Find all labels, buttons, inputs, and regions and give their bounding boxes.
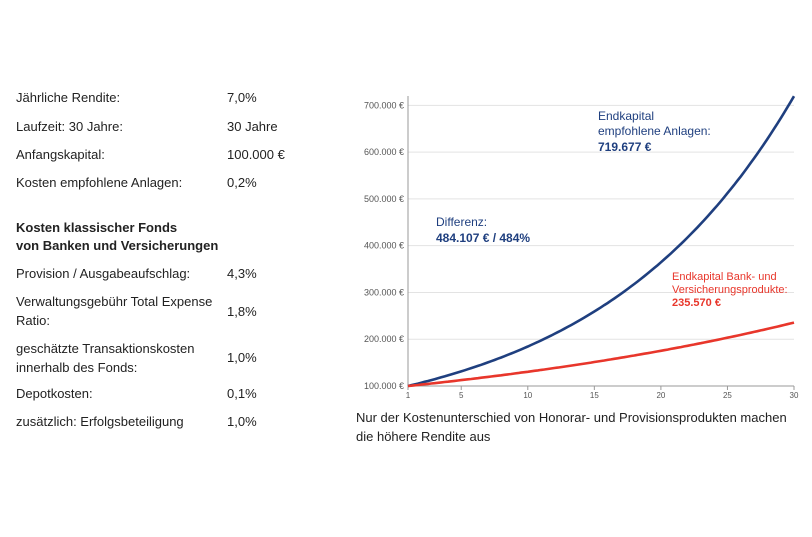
table-label: geschätzte Transaktionskosten innerhalb … [16, 341, 195, 375]
x-tick-label: 1 [406, 391, 411, 400]
table-label: Provision / Ausgabeaufschlag: [16, 266, 191, 281]
x-tick-label: 10 [523, 391, 532, 400]
table-label: Depotkosten: [16, 386, 93, 401]
table-label: zusätzlich: Erfolgsbeteiligung [16, 414, 184, 429]
y-tick-label: 100.000 € [364, 381, 404, 391]
table-value: 1,0% [227, 414, 257, 429]
table-value: 4,3% [227, 266, 257, 281]
x-tick-label: 25 [723, 391, 732, 400]
y-tick-label: 600.000 € [364, 147, 404, 157]
table-value: 0,1% [227, 386, 257, 401]
table-value: 1,0% [227, 350, 257, 365]
table-value: 100.000 € [227, 147, 285, 162]
caption-line: Nur der Kostenunterschied von Honorar- u… [356, 410, 787, 425]
y-tick-label: 400.000 € [364, 241, 404, 251]
x-tick-label: 5 [459, 391, 464, 400]
caption-line: die höhere Rendite aus [356, 429, 491, 444]
table-value: 7,0% [227, 90, 257, 105]
section-heading: von Banken und Versicherungen [16, 238, 219, 253]
bank-endkapital-value: 235.570 € [672, 297, 721, 309]
capital-growth-chart: 100.000 € 200.000 € 300.000 € 400.000 € 500.… [364, 95, 799, 400]
y-tick-label: 300.000 € [364, 287, 404, 297]
endkapital-label: empfohlene Anlagen: [598, 124, 711, 138]
y-tick-label: 700.000 € [364, 100, 404, 110]
table-value: 0,2% [227, 175, 257, 190]
table-label: Anfangskapital: [16, 147, 105, 162]
series-line-honorar [407, 95, 796, 388]
series-line-provision [407, 321, 795, 388]
differenz-value: 484.107 € / 484% [436, 231, 530, 245]
table-label: Kosten empfohlene Anlagen: [16, 175, 183, 190]
endkapital-label: Endkapital [598, 109, 654, 123]
section-heading: Kosten klassischer Fonds [16, 220, 178, 235]
x-tick-label: 20 [656, 391, 665, 400]
table-value: 30 Jahre [227, 119, 278, 134]
x-tick-label: 15 [590, 391, 599, 400]
bank-endkapital-label: Versicherungsprodukte: [672, 284, 788, 296]
bank-endkapital-label: Endkapital Bank- und [672, 271, 777, 283]
y-tick-label: 500.000 € [364, 194, 404, 204]
table-label: Jährliche Rendite: [16, 90, 121, 105]
differenz-label: Differenz: [436, 215, 487, 229]
table-label: Verwaltungsgebühr Total Expense Ratio: [16, 294, 213, 328]
chart-caption: Nur der Kostenunterschied von Honorar- u… [356, 408, 796, 446]
endkapital-value: 719.677 € [598, 140, 652, 154]
x-tick-label: 30 [790, 391, 799, 400]
y-tick-label: 200.000 € [364, 334, 404, 344]
table-value: 1,8% [227, 304, 257, 319]
table-label: Laufzeit: 30 Jahre: [16, 119, 123, 134]
